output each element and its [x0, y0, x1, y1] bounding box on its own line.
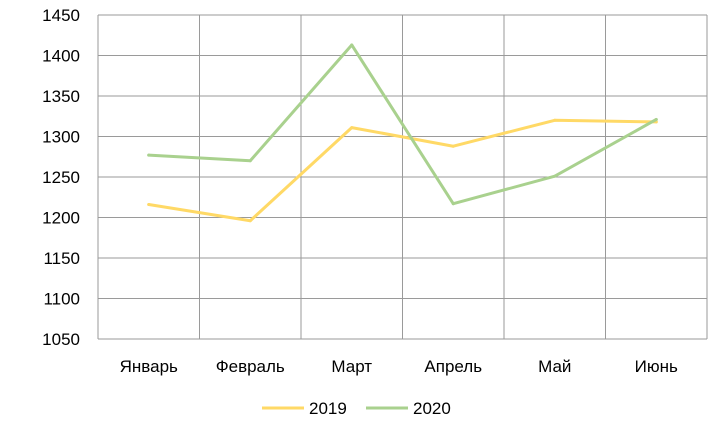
x-tick-label: Апрель	[424, 357, 482, 376]
y-tick-label: 1200	[42, 209, 80, 228]
y-tick-label: 1350	[42, 87, 80, 106]
x-tick-label: Май	[538, 357, 571, 376]
y-axis-tick-labels: 1050 1100 1150 1200 1250 1300 1350 1400 1450	[42, 6, 80, 349]
data-point-2019	[147, 203, 151, 207]
y-tick-label: 1050	[42, 330, 80, 349]
legend-label-2019: 2019	[309, 399, 347, 418]
x-tick-label: Июнь	[635, 357, 678, 376]
data-point-2020	[451, 202, 455, 206]
data-point-2019	[553, 118, 557, 122]
y-tick-label: 1300	[42, 128, 80, 147]
data-point-2020	[654, 117, 658, 121]
x-tick-label: Февраль	[216, 357, 285, 376]
x-tick-label: Март	[331, 357, 372, 376]
series-line-2019	[147, 118, 658, 223]
legend-label-2020: 2020	[413, 399, 451, 418]
y-tick-label: 1100	[43, 290, 80, 309]
series-lines	[147, 43, 658, 223]
series-line-2020	[147, 43, 658, 206]
data-point-2020	[553, 174, 557, 178]
data-point-2020	[248, 159, 252, 163]
y-tick-label: 1150	[43, 249, 80, 268]
x-axis-tick-labels: Январь Февраль Март Апрель Май Июнь	[120, 357, 678, 376]
data-point-2019	[248, 219, 252, 223]
data-point-2019	[451, 144, 455, 148]
y-tick-label: 1450	[42, 6, 80, 25]
data-point-2019	[350, 126, 354, 130]
data-point-2020	[147, 153, 151, 157]
gridlines	[97, 14, 708, 340]
x-tick-label: Январь	[120, 357, 178, 376]
y-tick-label: 1250	[42, 168, 80, 187]
data-point-2020	[350, 43, 354, 47]
y-tick-label: 1400	[42, 47, 80, 66]
legend: 2019 2020	[262, 399, 451, 418]
